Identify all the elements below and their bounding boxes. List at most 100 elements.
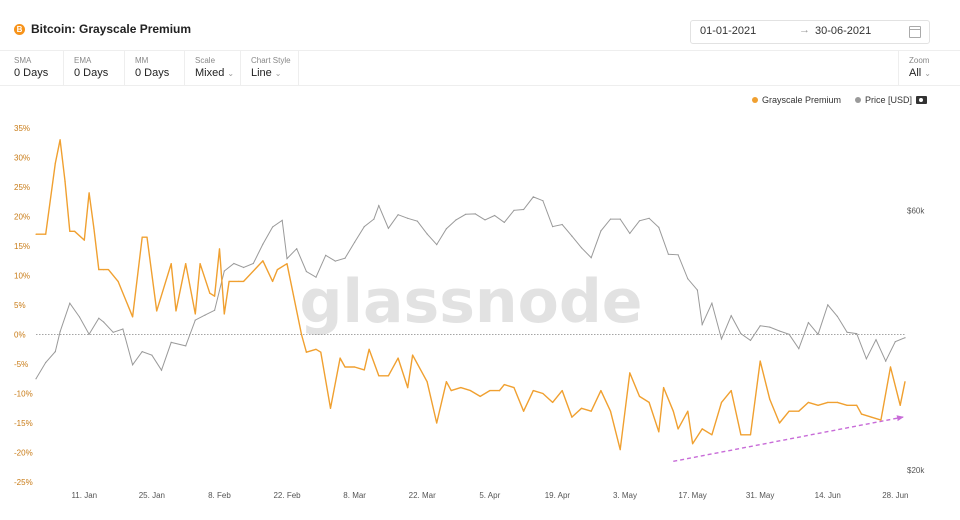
premium-point [175,310,177,312]
premium-point [228,280,230,282]
premium-point [609,410,612,412]
premium-point [523,410,525,412]
premium-point [378,375,380,377]
chevron-down-icon: ⌄ [227,69,235,78]
price-point [619,218,621,220]
title-block: B Bitcoin: Grayscale Premium [14,22,191,36]
scale-select[interactable]: Scale Mixed ⌄ [185,51,241,85]
y-right-tick-label: $20k [907,466,925,475]
price-point [416,220,418,222]
calendar-icon[interactable] [909,26,921,38]
y-left-tick-label: -20% [14,449,33,458]
chart-style-select[interactable]: Chart Style Line ⌄ [241,51,299,85]
premium-point [107,269,109,271]
price-point [286,258,288,260]
price-point [759,325,761,327]
price-point [532,196,534,198]
legend-item-premium[interactable]: Grayscale Premium [751,95,841,105]
price-point [59,331,61,333]
premium-point [580,407,583,409]
x-tick-label: 11. Jan [71,491,97,500]
y-left-tick-label: -15% [14,419,33,428]
sma-select[interactable]: SMA 0 Days [4,51,64,85]
premium-point [687,410,689,412]
y-left-tick-label: -5% [14,360,28,369]
premium-point [827,401,829,403]
price-point [648,217,650,219]
premium-point [426,381,428,383]
zoom-select[interactable]: Zoom All ⌄ [898,51,948,85]
date-range-picker[interactable]: 01-01-2021 → 30-06-2021 [690,20,930,44]
price-point [243,266,245,269]
premium-point [503,384,505,386]
price-point [720,338,723,340]
ema-select[interactable]: EMA 0 Days [64,51,125,85]
premium-point [436,422,438,424]
premium-point [64,180,66,182]
premium-point [59,139,61,141]
price-point [836,315,839,317]
premium-point [740,434,742,436]
premium-point [170,263,172,265]
premium-point [759,360,761,362]
camera-icon[interactable] [916,96,927,104]
ema-value[interactable]: 0 Days [74,67,109,79]
zoom-value[interactable]: All ⌄ [909,67,931,79]
price-point [112,331,114,333]
x-axis: 11. Jan 25. Jan 8. Feb 22. Feb 8. Mar 22. Mar… [71,491,908,500]
chart-style-label: Chart Style [251,56,291,65]
price-point [305,270,307,273]
chart-title: Bitcoin: Grayscale Premium [31,22,192,36]
price-point [397,214,399,216]
mm-label: MM [135,56,149,65]
premium-point [387,375,389,377]
date-end-field[interactable]: 30-06-2021 [815,25,872,37]
scale-value[interactable]: Mixed ⌄ [195,67,235,79]
x-tick-label: 5. Apr [479,491,500,500]
premium-point [590,410,592,412]
price-point [373,218,375,220]
chart-toolbar: SMA 0 Days EMA 0 Days MM 0 Days Scale Mi… [0,50,960,86]
price-point [788,333,790,335]
price-point [262,243,264,245]
legend-label-price: Price [USD] [864,95,912,105]
watermark: glassnode [299,267,642,337]
price-point [484,219,486,221]
date-start-field[interactable]: 01-01-2021 [700,25,757,37]
premium-point [904,381,906,383]
price-point [865,358,868,360]
price-point [807,322,810,324]
price-point [600,230,602,232]
x-tick-label: 22. Mar [409,491,436,500]
premium-point [513,387,515,389]
price-point [344,257,346,259]
price-point [426,233,428,235]
premium-point [677,428,679,430]
price-point [54,351,56,353]
x-tick-label: 31. May [746,491,774,500]
mm-select[interactable]: MM 0 Days [125,51,185,85]
premium-point [45,233,47,235]
legend-item-price[interactable]: Price [USD] [854,95,912,105]
price-point [35,378,37,380]
mm-value[interactable]: 0 Days [135,67,170,79]
premium-point [103,269,105,271]
premium-point [185,263,187,265]
sma-value[interactable]: 0 Days [14,67,49,79]
premium-point [542,392,544,395]
premium-point [648,401,650,403]
price-point [69,302,71,304]
premium-point [860,413,863,415]
y-left-tick-label: 25% [14,183,30,192]
chart-style-value[interactable]: Line ⌄ [251,67,282,79]
chevron-down-icon: ⌄ [274,69,282,78]
premium-point [571,416,573,418]
bitcoin-icon: B [14,23,25,35]
price-point [494,214,496,217]
y-left-tick-label: 10% [14,272,30,281]
premium-point [88,192,90,194]
legend-dot-price [854,97,861,103]
zoom-label: Zoom [909,56,930,65]
price-point [132,364,134,366]
price-point [638,220,641,222]
